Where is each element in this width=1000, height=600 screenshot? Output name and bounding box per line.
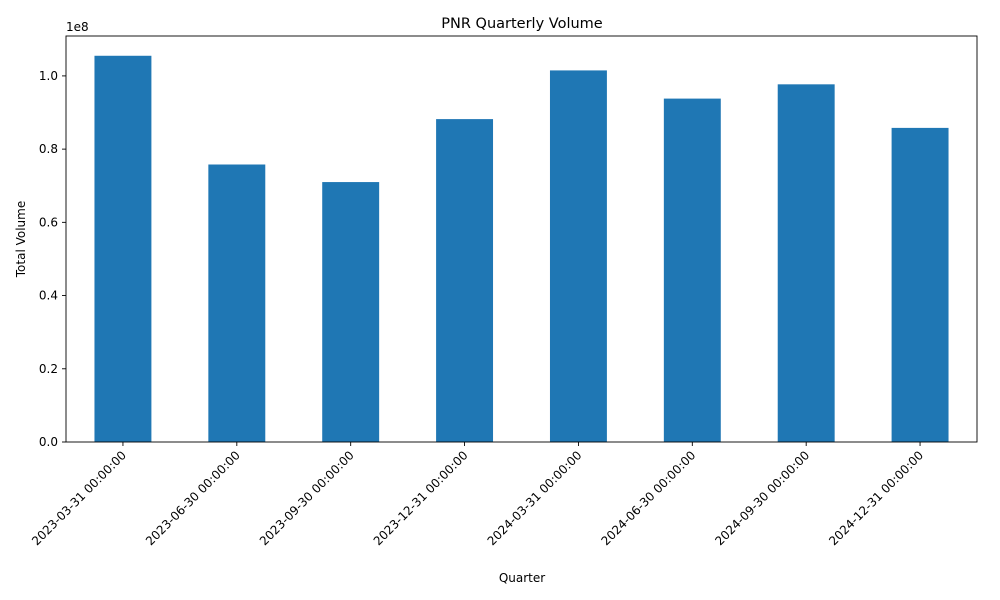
x-tick-label: 2024-03-31 00:00:00 (485, 448, 585, 548)
y-axis-label: Total Volume (14, 201, 28, 278)
bar-2024-09-30 (777, 84, 835, 442)
y-axis-ticks: 0.0 0.2 0.4 0.6 0.8 1.0 (39, 69, 66, 449)
y-axis-scale-label: 1e8 (66, 20, 89, 34)
bar-2024-12-31 (891, 127, 949, 443)
x-tick-label: 2024-09-30 00:00:00 (712, 448, 812, 548)
x-axis-label: Quarter (499, 571, 545, 585)
bar-2023-03-31 (94, 55, 152, 442)
bar-2023-12-31 (436, 119, 494, 442)
x-tick-label: 2024-12-31 00:00:00 (826, 448, 926, 548)
x-tick-label: 2023-06-30 00:00:00 (143, 448, 243, 548)
chart-title: PNR Quarterly Volume (441, 16, 603, 32)
y-tick-label: 0.8 (39, 142, 58, 156)
x-tick-label: 2023-12-31 00:00:00 (371, 448, 471, 548)
plot-frame (65, 35, 978, 443)
x-axis-ticks: 2023-03-31 00:00:00 2023-06-30 00:00:00 20… (29, 442, 926, 548)
x-tick-label: 2024-06-30 00:00:00 (598, 448, 698, 548)
y-tick-label: 0.4 (39, 289, 58, 303)
bar-2024-03-31 (549, 70, 607, 442)
x-tick-label: 2023-03-31 00:00:00 (29, 448, 129, 548)
bar-2023-09-30 (322, 182, 380, 442)
bar-2024-06-30 (663, 98, 721, 442)
x-tick-label: 2023-09-30 00:00:00 (257, 448, 357, 548)
bars (94, 55, 949, 443)
y-tick-label: 1.0 (39, 69, 58, 83)
y-tick-label: 0.6 (39, 215, 58, 229)
y-tick-label: 0.0 (39, 435, 58, 449)
bar-2023-06-30 (208, 164, 266, 442)
y-tick-label: 0.2 (39, 362, 58, 376)
